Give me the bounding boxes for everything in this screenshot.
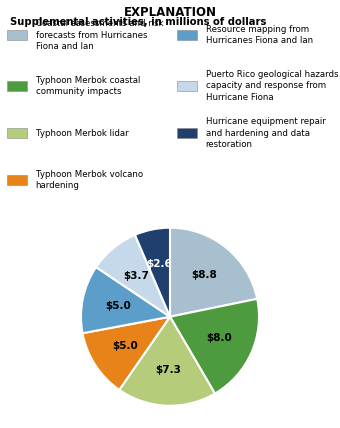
- Wedge shape: [83, 317, 170, 390]
- Bar: [177, 30, 197, 40]
- Text: Puerto Rico geological hazards
capacity and response from
Hurricane Fiona: Puerto Rico geological hazards capacity …: [206, 70, 338, 101]
- Text: Resource mapping from
Hurricanes Fiona and Ian: Resource mapping from Hurricanes Fiona a…: [206, 25, 313, 45]
- Wedge shape: [96, 235, 170, 317]
- Text: Coastal assessments and risk
forecasts from Hurricanes
Fiona and Ian: Coastal assessments and risk forecasts f…: [36, 20, 163, 51]
- Text: $8.8: $8.8: [191, 270, 217, 280]
- Bar: [177, 128, 197, 138]
- Text: Typhoon Merbok volcano
hardening: Typhoon Merbok volcano hardening: [36, 170, 143, 190]
- Text: Typhoon Merbok coastal
community impacts: Typhoon Merbok coastal community impacts: [36, 76, 140, 96]
- Wedge shape: [170, 228, 257, 317]
- Text: $8.0: $8.0: [206, 333, 232, 344]
- Text: Supplemental activities, in millions of dollars: Supplemental activities, in millions of …: [10, 17, 267, 27]
- Wedge shape: [81, 267, 170, 333]
- Text: $5.0: $5.0: [112, 341, 138, 351]
- Bar: [7, 81, 27, 91]
- Text: Hurricane equipment repair
and hardening and data
restoration: Hurricane equipment repair and hardening…: [206, 117, 325, 149]
- Text: $7.3: $7.3: [155, 365, 181, 375]
- Bar: [177, 81, 197, 91]
- Wedge shape: [170, 299, 259, 394]
- Text: $2.6: $2.6: [147, 259, 172, 269]
- Bar: [7, 128, 27, 138]
- Text: Typhoon Merbok lidar: Typhoon Merbok lidar: [36, 128, 128, 137]
- Bar: [7, 30, 27, 40]
- Bar: [7, 175, 27, 185]
- Wedge shape: [119, 317, 215, 406]
- Wedge shape: [135, 228, 170, 317]
- Text: $3.7: $3.7: [123, 270, 149, 281]
- Text: $5.0: $5.0: [105, 301, 131, 311]
- Text: EXPLANATION: EXPLANATION: [123, 6, 217, 19]
